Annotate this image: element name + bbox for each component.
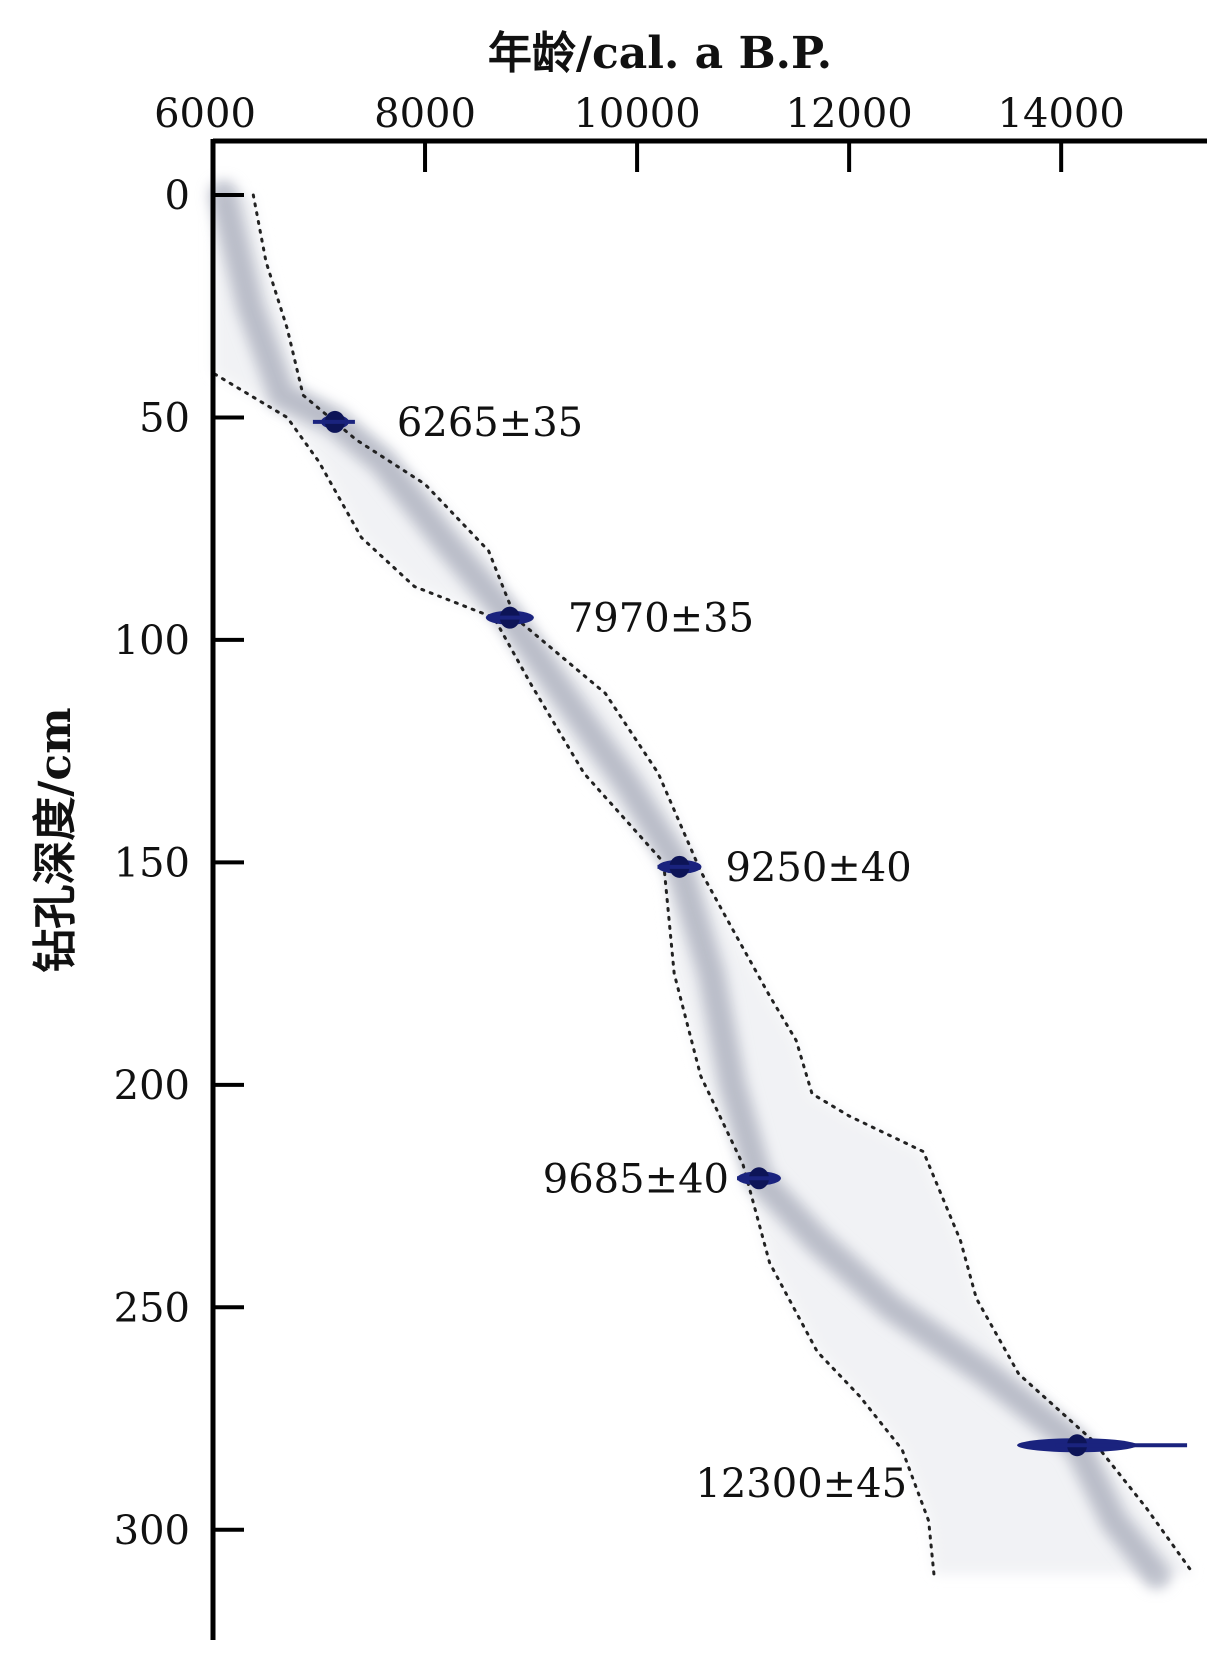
dated-sample: 7970±35 [485, 596, 754, 642]
y-ticks: 0 50 100 150 200 250 300 [114, 173, 244, 1554]
sample-date-label: 7970±35 [568, 596, 754, 642]
sample-date-label: 9250±40 [725, 845, 911, 891]
y-tick-label: 200 [114, 1063, 190, 1109]
x-tick-label: 8000 [374, 91, 476, 137]
probability-band-area [213, 195, 1194, 1575]
x-axis-title: 年龄/cal. a B.P. [488, 28, 832, 79]
envelope-upper-line [251, 193, 1196, 1576]
envelope-lower-line [211, 193, 936, 1576]
dated-sample: 9685±40 [543, 1156, 782, 1202]
sample-date-label: 9685±40 [543, 1156, 729, 1202]
y-tick-label: 150 [114, 840, 190, 886]
y-axis-title: 钻孔深度/cm [30, 707, 81, 972]
y-tick-label: 50 [139, 395, 190, 441]
dated-sample: 9250±40 [657, 845, 912, 891]
dated-sample: 6265±35 [312, 400, 583, 446]
sample-date-label: 12300±45 [695, 1461, 907, 1507]
y-tick-label: 100 [114, 618, 190, 664]
x-tick-label: 12000 [786, 91, 913, 137]
y-tick-label: 300 [114, 1508, 190, 1554]
axes [210, 138, 1207, 1640]
y-tick-label: 250 [114, 1285, 190, 1331]
sample-date-label: 6265±35 [397, 400, 583, 446]
x-tick-label: 14000 [998, 91, 1125, 137]
x-tick-label: 10000 [573, 91, 700, 137]
dated-samples: 6265±35 7970±35 9250±40 9685±40 12300±45 [312, 400, 1188, 1507]
age-model-median-band [208, 180, 1172, 1590]
dated-sample: 12300±45 [695, 1434, 1188, 1507]
x-tick-label: 6000 [154, 91, 256, 137]
y-tick-label: 0 [165, 173, 190, 219]
age-model-probability-band [208, 180, 1194, 1590]
x-ticks: 6000 8000 10000 12000 14000 [154, 91, 1125, 172]
